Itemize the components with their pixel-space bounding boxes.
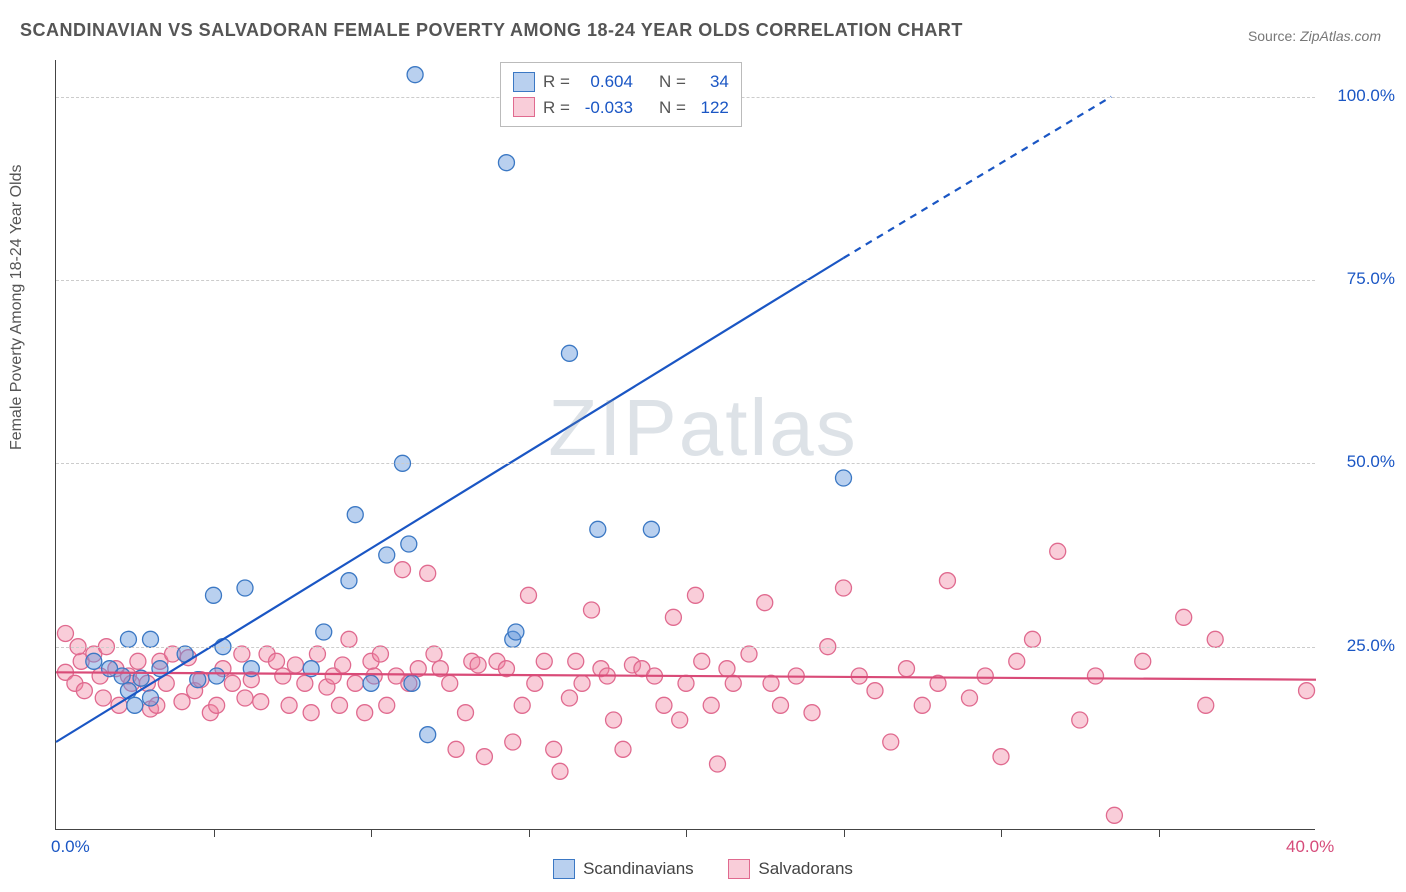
swatch-scandinavian-icon <box>553 859 575 879</box>
plot-area: 25.0%50.0%75.0%100.0%0.0%40.0% <box>55 60 1315 830</box>
legend-label-scandinavian: Scandinavians <box>583 859 694 879</box>
n-label: N = <box>659 95 686 121</box>
x-tick <box>1159 829 1160 837</box>
x-tick-label-min: 0.0% <box>51 837 90 857</box>
gridline <box>56 463 1315 464</box>
r-value-salvadoran: -0.033 <box>578 95 633 121</box>
r-label: R = <box>543 69 570 95</box>
stats-row-salvadoran: R = -0.033 N = 122 <box>513 95 729 121</box>
x-tick <box>529 829 530 837</box>
source-prefix: Source: <box>1248 28 1300 44</box>
r-value-scandinavian: 0.604 <box>578 69 633 95</box>
x-tick <box>686 829 687 837</box>
source-attribution: Source: ZipAtlas.com <box>1248 28 1381 44</box>
y-tick-label: 25.0% <box>1347 636 1395 656</box>
y-tick-label: 75.0% <box>1347 269 1395 289</box>
stats-legend: R = 0.604 N = 34 R = -0.033 N = 122 <box>500 62 742 127</box>
gridline <box>56 647 1315 648</box>
n-label: N = <box>659 69 686 95</box>
n-value-salvadoran: 122 <box>694 95 729 121</box>
x-tick <box>1001 829 1002 837</box>
chart-title: SCANDINAVIAN VS SALVADORAN FEMALE POVERT… <box>20 20 963 41</box>
source-name: ZipAtlas.com <box>1300 28 1381 44</box>
x-tick <box>844 829 845 837</box>
y-axis-label: Female Poverty Among 18-24 Year Olds <box>8 165 26 451</box>
y-tick-label: 50.0% <box>1347 452 1395 472</box>
x-tick-label-max: 40.0% <box>1286 837 1334 857</box>
legend-label-salvadoran: Salvadorans <box>758 859 853 879</box>
chart-container: SCANDINAVIAN VS SALVADORAN FEMALE POVERT… <box>0 0 1406 892</box>
swatch-salvadoran-icon <box>513 97 535 117</box>
x-tick <box>214 829 215 837</box>
swatch-salvadoran-icon <box>728 859 750 879</box>
legend-item-scandinavian: Scandinavians <box>553 859 694 879</box>
legend-item-salvadoran: Salvadorans <box>728 859 853 879</box>
plot-svg <box>56 60 1316 830</box>
gridline <box>56 280 1315 281</box>
r-label: R = <box>543 95 570 121</box>
series-legend: Scandinavians Salvadorans <box>0 859 1406 884</box>
stats-row-scandinavian: R = 0.604 N = 34 <box>513 69 729 95</box>
x-tick <box>371 829 372 837</box>
n-value-scandinavian: 34 <box>694 69 729 95</box>
swatch-scandinavian-icon <box>513 72 535 92</box>
y-tick-label: 100.0% <box>1337 86 1395 106</box>
